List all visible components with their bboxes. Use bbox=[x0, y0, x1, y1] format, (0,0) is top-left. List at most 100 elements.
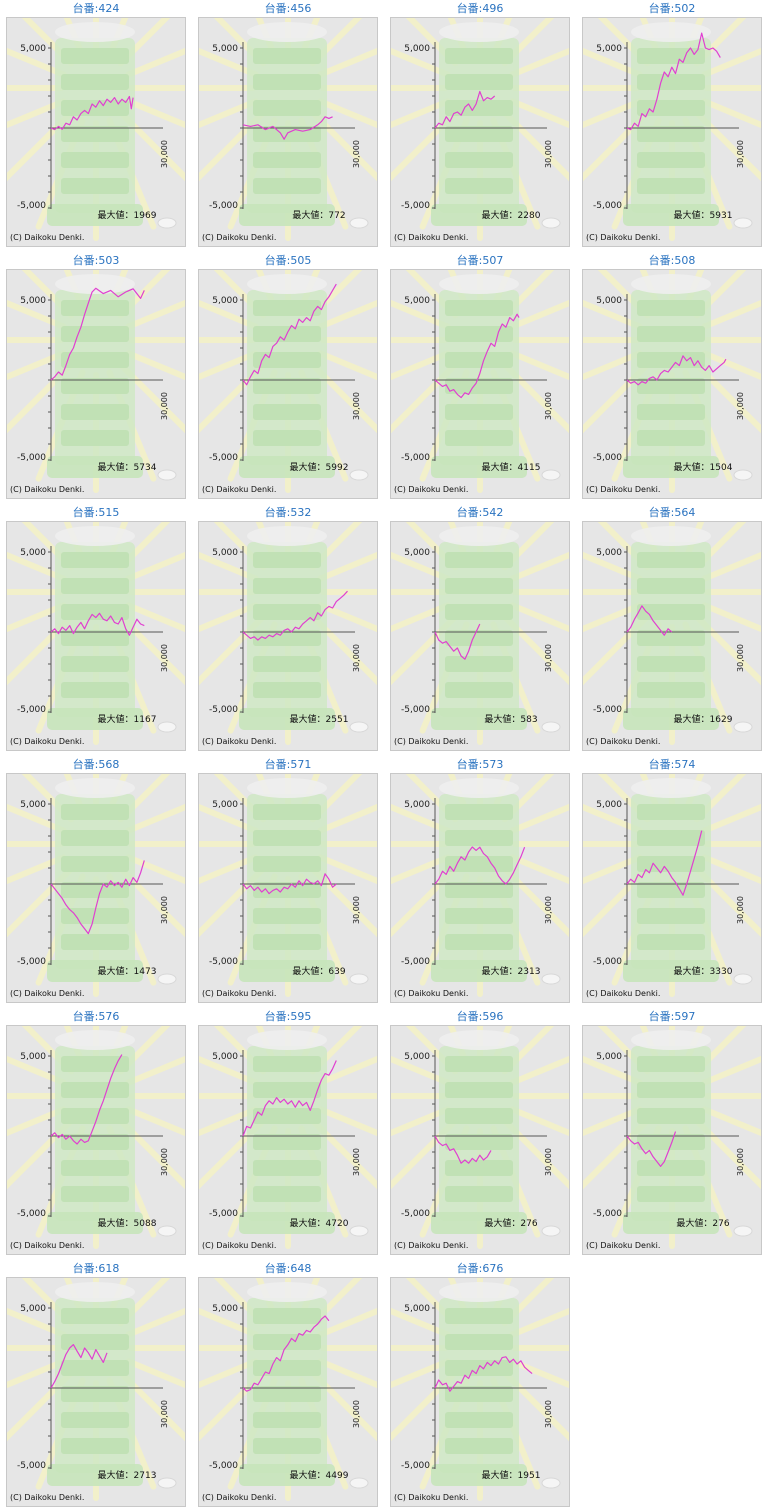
slump-graph-panel[interactable]: 5,000 -5,000 30,000 最大値：1504 (C) Daikoku Den… bbox=[582, 269, 762, 499]
machine-number-link[interactable]: 台番:507 bbox=[456, 254, 504, 267]
slump-graph-panel[interactable]: 5,000 -5,000 30,000 最大値：772 (C) Daikoku Denk… bbox=[198, 17, 378, 247]
slump-graph: 5,000 -5,000 30,000 最大値：5734 (C) Daikoku Den… bbox=[7, 270, 185, 494]
machine-cell: 台番:648 5,000 -5,000 30,000 最大値：4499 (C) Daiko… bbox=[194, 1261, 382, 1509]
x-axis-end-label: 30,000 bbox=[160, 1400, 169, 1428]
machine-number-link[interactable]: 台番:676 bbox=[456, 1262, 504, 1275]
coin-icon bbox=[157, 1225, 177, 1237]
slump-graph-panel[interactable]: 5,000 -5,000 30,000 最大値：1167 (C) Daikoku Den… bbox=[6, 521, 186, 751]
slump-graph: 5,000 -5,000 30,000 最大値：1951 (C) Daikoku Den… bbox=[391, 1278, 569, 1502]
machine-stripe bbox=[253, 74, 321, 90]
background-ray bbox=[701, 47, 761, 78]
background-ray bbox=[7, 803, 67, 834]
machine-stripe bbox=[445, 908, 513, 924]
slump-graph-panel[interactable]: 5,000 -5,000 30,000 最大値：2280 (C) Daikoku Den… bbox=[390, 17, 570, 247]
slump-graph-panel[interactable]: 5,000 -5,000 30,000 最大値：1473 (C) Daikoku Den… bbox=[6, 773, 186, 1003]
background-ray bbox=[391, 854, 451, 885]
background-ray bbox=[583, 551, 643, 582]
machine-number-link[interactable]: 台番:571 bbox=[264, 758, 312, 771]
machine-cell: 台番:595 5,000 -5,000 30,000 最大値：4720 (C) Daiko… bbox=[194, 1009, 382, 1257]
slump-graph-panel[interactable]: 5,000 -5,000 30,000 最大値：639 (C) Daikoku Denk… bbox=[198, 773, 378, 1003]
machine-number-link[interactable]: 台番:574 bbox=[648, 758, 696, 771]
machine-number-link[interactable]: 台番:508 bbox=[648, 254, 696, 267]
machine-stripe bbox=[61, 1108, 129, 1124]
machine-number-link[interactable]: 台番:505 bbox=[264, 254, 312, 267]
machine-top bbox=[247, 526, 327, 546]
slump-graph-panel[interactable]: 5,000 -5,000 30,000 最大値：3330 (C) Daikoku Den… bbox=[582, 773, 762, 1003]
slump-graph-panel[interactable]: 5,000 -5,000 30,000 最大値：5088 (C) Daikoku Den… bbox=[6, 1025, 186, 1255]
slump-graph-panel[interactable]: 5,000 -5,000 30,000 最大値：276 (C) Daikoku Denk… bbox=[582, 1025, 762, 1255]
machine-number-link[interactable]: 台番:597 bbox=[648, 1010, 696, 1023]
machine-stripe bbox=[445, 1108, 513, 1124]
background-ray bbox=[317, 47, 377, 78]
slump-graph-panel[interactable]: 5,000 -5,000 30,000 最大値：276 (C) Daikoku Denk… bbox=[390, 1025, 570, 1255]
x-axis-end-label: 30,000 bbox=[544, 1148, 553, 1176]
machine-number-link[interactable]: 台番:595 bbox=[264, 1010, 312, 1023]
machine-tray bbox=[239, 960, 335, 982]
slump-graph-panel[interactable]: 5,000 -5,000 30,000 最大値：1969 (C) Daikoku Den… bbox=[6, 17, 186, 247]
copyright-label: (C) Daikoku Denki. bbox=[202, 233, 276, 242]
coin-icon bbox=[157, 1477, 177, 1489]
machine-tray bbox=[431, 708, 527, 730]
machine-stripe bbox=[637, 552, 705, 568]
slump-graph-panel[interactable]: 5,000 -5,000 30,000 最大値：5992 (C) Daikoku Den… bbox=[198, 269, 378, 499]
machine-number-link[interactable]: 台番:502 bbox=[648, 2, 696, 15]
machine-number-link[interactable]: 台番:496 bbox=[456, 2, 504, 15]
slump-graph-panel[interactable]: 5,000 -5,000 30,000 最大値：2713 (C) Daikoku Den… bbox=[6, 1277, 186, 1507]
y-axis-bottom-label: -5,000 bbox=[593, 957, 622, 967]
slump-graph-panel[interactable]: 5,000 -5,000 30,000 最大値：583 (C) Daikoku Denk… bbox=[390, 521, 570, 751]
background-ray bbox=[317, 1055, 377, 1086]
slump-graph-panel[interactable]: 5,000 -5,000 30,000 最大値：1951 (C) Daikoku Den… bbox=[390, 1277, 570, 1507]
machine-number-link[interactable]: 台番:503 bbox=[72, 254, 120, 267]
pachinko-machine-illustration bbox=[47, 274, 177, 481]
machine-stripe bbox=[253, 48, 321, 64]
slump-graph-panel[interactable]: 5,000 -5,000 30,000 最大値：2551 (C) Daikoku Den… bbox=[198, 521, 378, 751]
machine-stripe bbox=[445, 804, 513, 820]
max-value-label: 最大値：3330 bbox=[674, 965, 733, 977]
machine-stripe bbox=[253, 1360, 321, 1376]
slump-graph-panel[interactable]: 5,000 -5,000 30,000 最大値：4720 (C) Daikoku Den… bbox=[198, 1025, 378, 1255]
machine-stripe bbox=[61, 326, 129, 342]
slump-graph-panel[interactable]: 5,000 -5,000 30,000 最大値：5734 (C) Daikoku Den… bbox=[6, 269, 186, 499]
machine-number-link[interactable]: 台番:456 bbox=[264, 2, 312, 15]
max-value-label: 最大値：639 bbox=[292, 965, 345, 977]
machine-number-link[interactable]: 台番:542 bbox=[456, 506, 504, 519]
copyright-label: (C) Daikoku Denki. bbox=[10, 1493, 84, 1502]
machine-number-link[interactable]: 台番:576 bbox=[72, 1010, 120, 1023]
background-ray bbox=[125, 1358, 185, 1389]
machine-number-link[interactable]: 台番:532 bbox=[264, 506, 312, 519]
machine-stripe bbox=[445, 74, 513, 90]
slump-graph-panel[interactable]: 5,000 -5,000 30,000 最大値：4499 (C) Daikoku Den… bbox=[198, 1277, 378, 1507]
slump-graph-panel[interactable]: 5,000 -5,000 30,000 最大値：5931 (C) Daikoku Den… bbox=[582, 17, 762, 247]
pachinko-machine-illustration bbox=[47, 526, 177, 733]
background-ray bbox=[391, 803, 451, 834]
machine-stripe bbox=[637, 1134, 705, 1150]
slump-line bbox=[50, 287, 145, 381]
x-axis-end-label: 30,000 bbox=[544, 392, 553, 420]
machine-stripe bbox=[61, 74, 129, 90]
machine-tray bbox=[431, 204, 527, 226]
machine-stripe bbox=[61, 1082, 129, 1098]
copyright-label: (C) Daikoku Denki. bbox=[394, 1241, 468, 1250]
x-axis-end-label: 30,000 bbox=[160, 1148, 169, 1176]
machine-stripe bbox=[253, 552, 321, 568]
y-axis-top-label: 5,000 bbox=[596, 1052, 622, 1062]
machine-number-link[interactable]: 台番:564 bbox=[648, 506, 696, 519]
machine-number-link[interactable]: 台番:618 bbox=[72, 1262, 120, 1275]
machine-stripe bbox=[253, 934, 321, 950]
machine-number-link[interactable]: 台番:424 bbox=[72, 2, 120, 15]
machine-stripe bbox=[61, 300, 129, 316]
machine-number-link[interactable]: 台番:648 bbox=[264, 1262, 312, 1275]
slump-graph-panel[interactable]: 5,000 -5,000 30,000 最大値：1629 (C) Daikoku Den… bbox=[582, 521, 762, 751]
machine-number-link[interactable]: 台番:573 bbox=[456, 758, 504, 771]
machine-top bbox=[247, 1030, 327, 1050]
max-value-label: 最大値：2713 bbox=[98, 1469, 157, 1481]
machine-number-link[interactable]: 台番:568 bbox=[72, 758, 120, 771]
pachinko-machine-illustration bbox=[431, 22, 561, 229]
slump-graph: 5,000 -5,000 30,000 最大値：2551 (C) Daikoku Den… bbox=[199, 522, 377, 746]
machine-number-link[interactable]: 台番:596 bbox=[456, 1010, 504, 1023]
slump-graph-panel[interactable]: 5,000 -5,000 30,000 最大値：2313 (C) Daikoku Den… bbox=[390, 773, 570, 1003]
slump-graph-panel[interactable]: 5,000 -5,000 30,000 最大値：4115 (C) Daikoku Den… bbox=[390, 269, 570, 499]
coin-icon bbox=[349, 217, 369, 229]
machine-number-link[interactable]: 台番:515 bbox=[72, 506, 120, 519]
y-axis-bottom-label: -5,000 bbox=[401, 1209, 430, 1219]
